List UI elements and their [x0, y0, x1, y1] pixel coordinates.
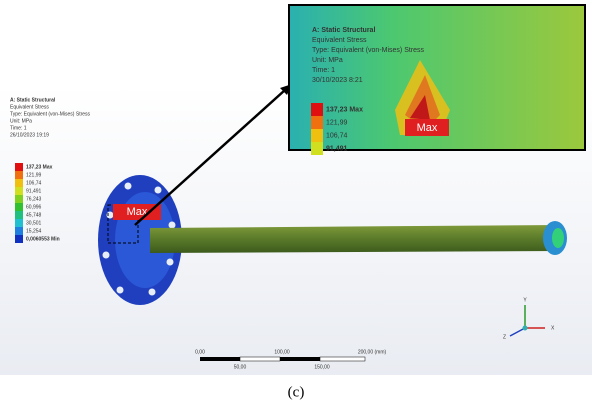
- info: Time: 1: [10, 125, 27, 131]
- spline-core: [552, 228, 564, 248]
- legend-swatch: [15, 203, 23, 211]
- scale-label: 100,00: [274, 349, 290, 355]
- title: A: Static Structural: [312, 27, 375, 34]
- info: Unit: MPa: [312, 57, 343, 64]
- legend-label: 91,491: [326, 145, 348, 152]
- legend-swatch: [15, 187, 23, 195]
- shaft: [150, 225, 560, 253]
- legend-swatch: [15, 219, 23, 227]
- info: 26/10/2023 19:19: [10, 132, 49, 138]
- legend-label: 137,23 Max: [326, 106, 363, 113]
- info: 30/10/2023 8:21: [312, 77, 363, 84]
- legend-label: 60,996: [26, 204, 42, 210]
- figure: A: Static Structural Equivalent Stress T…: [0, 0, 592, 409]
- axis-z: Z: [503, 334, 506, 340]
- legend-label: 106,74: [26, 180, 42, 186]
- info: Time: 1: [312, 67, 335, 74]
- title: A: Static Structural: [10, 97, 56, 103]
- legend-swatch: [15, 211, 23, 219]
- legend-label: 106,74: [326, 132, 348, 139]
- info: Type: Equivalent (von-Mises) Stress: [10, 111, 91, 117]
- scale-label: 0,00: [195, 349, 205, 355]
- legend-swatch: [311, 142, 323, 155]
- legend-label: 45,748: [26, 212, 42, 218]
- legend-label: 121,99: [26, 172, 42, 178]
- scale-label: 150,00: [314, 364, 330, 370]
- legend-swatch: [15, 179, 23, 187]
- max-label: Max: [417, 122, 438, 134]
- caption: (c): [288, 384, 305, 400]
- legend-swatch: [15, 163, 23, 171]
- info: Type: Equivalent (von-Mises) Stress: [312, 47, 425, 54]
- legend-label: 30,501: [26, 220, 42, 226]
- legend-swatch: [15, 195, 23, 203]
- legend-swatch: [15, 227, 23, 235]
- legend-swatch: [311, 129, 323, 142]
- legend-label: 76,243: [26, 196, 42, 202]
- legend-label: 137,23 Max: [26, 164, 53, 170]
- legend-swatch: [15, 171, 23, 179]
- scale-label: 50,00: [234, 364, 247, 370]
- legend-swatch: [311, 103, 323, 116]
- info: Unit: MPa: [10, 118, 32, 124]
- legend-swatch: [15, 235, 23, 243]
- info: Equivalent Stress: [10, 104, 49, 110]
- legend-label: 91,491: [26, 188, 42, 194]
- info: Equivalent Stress: [312, 37, 367, 44]
- legend-swatch: [311, 116, 323, 129]
- legend-label: 0,0060553 Min: [26, 236, 60, 242]
- legend-label: 15,254: [26, 228, 42, 234]
- scale-label: 200,00 (mm): [358, 349, 387, 355]
- scale-bar: [200, 357, 365, 361]
- legend-label: 121,99: [326, 119, 348, 126]
